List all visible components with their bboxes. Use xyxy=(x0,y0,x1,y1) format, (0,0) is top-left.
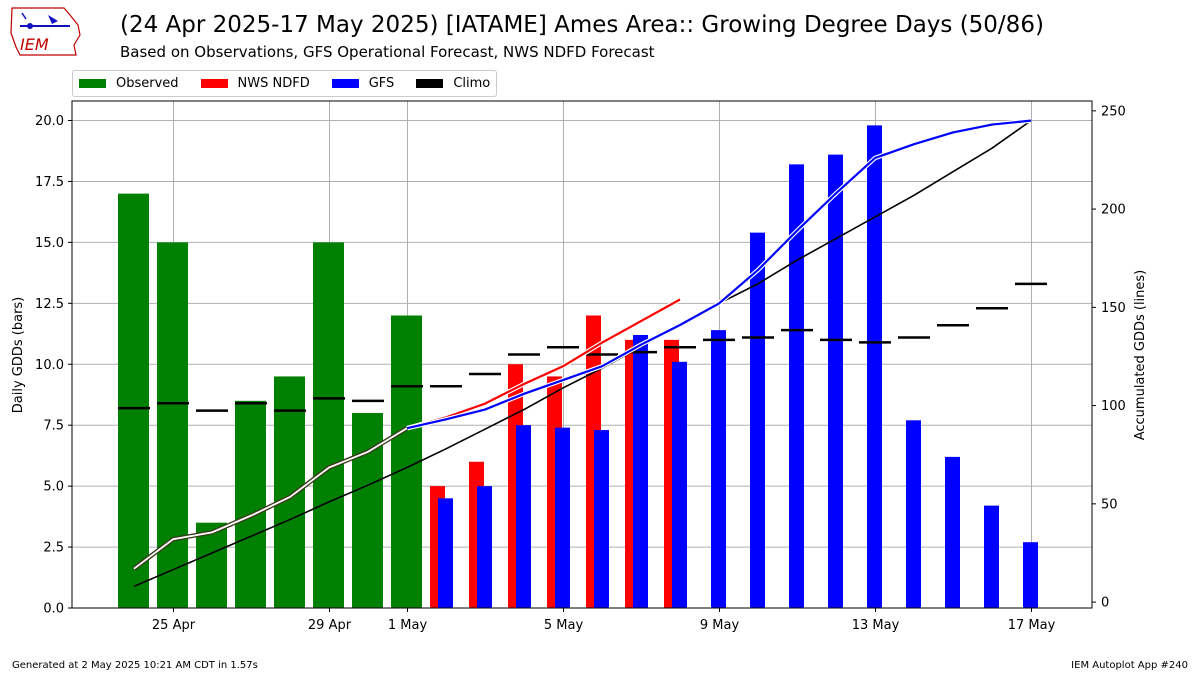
y2-axis-label: Accumulated GDDs (lines) xyxy=(1133,270,1148,441)
bar-gfs xyxy=(750,232,765,608)
legend-swatch-climo xyxy=(416,79,444,88)
line-gfs-accum xyxy=(406,119,1032,430)
accumulated-lines xyxy=(132,118,1032,588)
bar-gfs xyxy=(984,505,999,608)
chart-legend: Observed NWS NDFD GFS Climo xyxy=(72,70,498,97)
logo-text: IEM xyxy=(20,35,49,54)
chart-subtitle: Based on Observations, GFS Operational F… xyxy=(120,43,655,61)
bar-gfs xyxy=(672,361,687,608)
x-tick-label: 13 May xyxy=(852,618,900,633)
x-tick-label: 1 May xyxy=(388,618,428,633)
x-tick-label: 5 May xyxy=(544,618,584,633)
bar-gfs xyxy=(438,498,453,608)
bar-gfs xyxy=(594,430,609,608)
bar-gfs xyxy=(711,330,726,608)
bar-observed xyxy=(157,242,188,608)
bar-gfs xyxy=(828,154,843,608)
line-climo-accum xyxy=(133,119,1032,588)
bar-observed xyxy=(352,413,383,608)
y-axis-label: Daily GDDs (bars) xyxy=(11,297,26,414)
axes: 0.0 2.5 5.0 7.5 10.0 12.5 15.0 17.5 20.0 0 50 100 15… xyxy=(35,104,1126,633)
bar-gfs xyxy=(789,164,804,608)
y-tick-label: 2.5 xyxy=(43,541,64,556)
y2-tick-label: 250 xyxy=(1101,104,1126,119)
y-tick-label: 12.5 xyxy=(35,297,64,312)
y-tick-label: 17.5 xyxy=(35,175,64,190)
x-tick-label: 29 Apr xyxy=(308,618,352,633)
y2-tick-label: 200 xyxy=(1101,203,1126,218)
chart-title: (24 Apr 2025-17 May 2025) [IATAME] Ames … xyxy=(120,12,1044,38)
bar-observed xyxy=(313,242,344,608)
iem-logo: IEM xyxy=(8,5,82,60)
y-tick-label: 10.0 xyxy=(35,358,64,373)
y2-tick-label: 50 xyxy=(1101,497,1118,512)
y-tick-label: 0.0 xyxy=(43,602,64,617)
y-tick-label: 20.0 xyxy=(35,114,64,129)
bar-observed xyxy=(391,315,422,608)
x-tick-label: 17 May xyxy=(1008,618,1056,633)
bar-observed xyxy=(196,522,227,608)
legend-swatch-ndfd xyxy=(200,79,228,88)
bar-gfs xyxy=(516,425,531,608)
footer-generated: Generated at 2 May 2025 10:21 AM CDT in … xyxy=(12,660,258,671)
plot-frame xyxy=(71,100,1093,609)
legend-label-ndfd: NWS NDFD xyxy=(237,76,310,91)
bar-gfs xyxy=(906,420,921,608)
bar-observed xyxy=(118,193,149,608)
legend-item-climo: Climo xyxy=(416,76,490,91)
bar-observed xyxy=(235,400,266,608)
bar-gfs xyxy=(867,125,882,608)
x-tick-label: 9 May xyxy=(700,618,740,633)
legend-label-gfs: GFS xyxy=(368,76,395,91)
line-observed-accum xyxy=(133,427,408,570)
footer-app: IEM Autoplot App #240 xyxy=(1071,660,1188,671)
legend-item-ndfd: NWS NDFD xyxy=(200,76,310,91)
y2-tick-label: 0 xyxy=(1101,596,1109,611)
legend-swatch-gfs xyxy=(331,79,359,88)
legend-label-climo: Climo xyxy=(453,76,491,91)
bar-gfs xyxy=(633,335,648,608)
y-tick-label: 7.5 xyxy=(43,419,64,434)
bars xyxy=(118,125,1038,608)
legend-swatch-observed xyxy=(79,79,106,88)
y-tick-label: 15.0 xyxy=(35,236,64,251)
line-ndfd-accum xyxy=(406,298,681,430)
legend-item-gfs: GFS xyxy=(331,76,395,91)
legend-label-observed: Observed xyxy=(116,76,179,91)
legend-item-observed: Observed xyxy=(79,76,179,91)
y2-tick-label: 150 xyxy=(1101,301,1126,316)
y-tick-label: 5.0 xyxy=(43,480,64,495)
y2-tick-label: 100 xyxy=(1101,399,1126,414)
bar-gfs xyxy=(477,486,492,608)
bar-gfs xyxy=(945,456,960,608)
x-tick-label: 25 Apr xyxy=(152,618,196,633)
bar-gfs xyxy=(1023,542,1038,608)
bar-gfs xyxy=(555,427,570,608)
climo-daily-markers xyxy=(118,282,1047,412)
